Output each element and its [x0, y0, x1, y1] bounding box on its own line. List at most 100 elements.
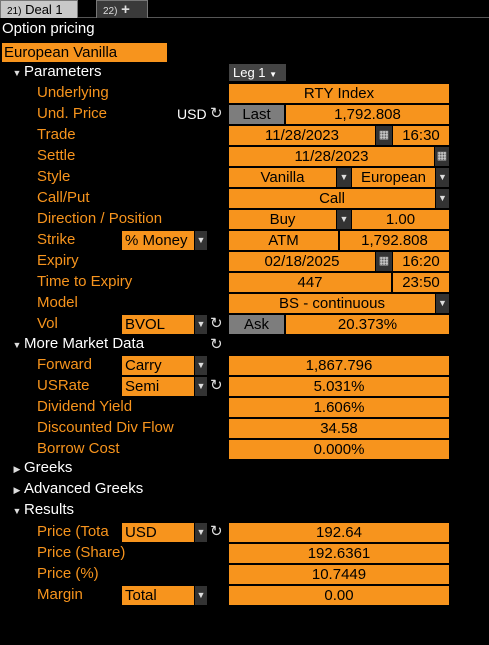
div-flow-label: Discounted Div Flow: [37, 419, 174, 436]
price-share-field[interactable]: 192.6361: [229, 544, 449, 563]
vol-field[interactable]: 20.373%: [286, 315, 449, 334]
underlying-label: Underlying: [37, 84, 109, 101]
und-price-field[interactable]: 1,792.808: [286, 105, 449, 124]
forward-field[interactable]: 1,867.796: [229, 356, 449, 375]
div-yield-label: Dividend Yield: [37, 398, 133, 415]
tte-time-field[interactable]: 23:50: [393, 273, 449, 292]
price-share-label: Price (Share): [37, 544, 126, 561]
refresh-icon[interactable]: ↻: [210, 105, 223, 122]
collapse-triangle-icon: ▼: [12, 506, 22, 516]
section-label: Advanced Greeks: [24, 480, 144, 497]
tab-number: 22): [103, 6, 118, 17]
tab-deal-1[interactable]: 21) Deal 1: [0, 0, 78, 18]
strike-field[interactable]: 1,792.808: [340, 231, 449, 250]
refresh-icon[interactable]: ↻: [210, 377, 223, 394]
strike-type-field[interactable]: ATM: [229, 231, 338, 250]
tab-label: Deal 1: [25, 2, 63, 17]
tab-add[interactable]: 22) +: [96, 0, 148, 18]
section-parameters[interactable]: ▼ Parameters: [10, 62, 102, 83]
vol-source-dropdown[interactable]: BVOL: [122, 315, 194, 334]
section-greeks[interactable]: ▶ Greeks: [10, 458, 73, 479]
add-icon: +: [121, 1, 130, 18]
section-label: Parameters: [24, 63, 102, 80]
tte-days-field[interactable]: 447: [229, 273, 391, 292]
tte-label: Time to Expiry: [37, 273, 133, 290]
settle-date-field[interactable]: 11/28/2023: [229, 147, 434, 166]
chevron-down-icon[interactable]: ▼: [435, 168, 449, 187]
strategy-selector[interactable]: European Vanilla: [2, 43, 167, 62]
callput-label: Call/Put: [37, 189, 90, 206]
chevron-down-icon[interactable]: ▼: [336, 168, 351, 187]
style-label: Style: [37, 168, 71, 185]
margin-field[interactable]: 0.00: [229, 586, 449, 605]
price-pct-field[interactable]: 10.7449: [229, 565, 449, 584]
model-label: Model: [37, 294, 78, 311]
style-type-dropdown[interactable]: Vanilla: [229, 168, 336, 187]
currency-label: USD: [177, 106, 207, 122]
refresh-icon[interactable]: ↻: [210, 315, 223, 332]
margin-label: Margin: [37, 586, 83, 603]
underlying-field[interactable]: RTY Index: [229, 84, 449, 103]
trade-date-field[interactable]: 11/28/2023: [229, 126, 375, 145]
section-label: Results: [24, 501, 75, 518]
chevron-down-icon[interactable]: ▼: [194, 523, 207, 542]
section-label: Greeks: [24, 459, 73, 476]
forward-label: Forward: [37, 356, 93, 373]
refresh-icon[interactable]: ↻: [210, 523, 223, 540]
strike-label: Strike: [37, 231, 76, 248]
chevron-down-icon[interactable]: ▼: [194, 315, 207, 334]
price-total-label: Price (Tota: [37, 523, 109, 540]
expand-triangle-icon: ▶: [13, 464, 21, 474]
model-dropdown[interactable]: BS - continuous: [229, 294, 435, 313]
calendar-icon[interactable]: ▦: [434, 147, 449, 166]
price-pct-label: Price (%): [37, 565, 99, 582]
chevron-down-icon[interactable]: ▼: [435, 189, 449, 208]
forward-mode-dropdown[interactable]: Carry: [122, 356, 194, 375]
borrow-label: Borrow Cost: [37, 440, 120, 457]
leg-label: Leg 1: [233, 65, 266, 80]
expiry-time-field[interactable]: 16:20: [393, 252, 449, 271]
div-yield-field[interactable]: 1.606%: [229, 398, 449, 417]
settle-label: Settle: [37, 147, 76, 164]
direction-dropdown[interactable]: Buy: [229, 210, 336, 229]
leg-dropdown[interactable]: Leg 1 ▼: [229, 64, 286, 81]
vol-side-button[interactable]: Ask: [229, 315, 284, 334]
section-more-market-data[interactable]: ▼ More Market Data: [10, 334, 145, 355]
chevron-down-icon[interactable]: ▼: [194, 377, 207, 396]
chevron-down-icon[interactable]: ▼: [194, 231, 207, 250]
calendar-icon[interactable]: ▦: [375, 252, 392, 271]
section-label: More Market Data: [24, 335, 145, 352]
rate-field[interactable]: 5.031%: [229, 377, 449, 396]
style-exercise-dropdown[interactable]: European: [352, 168, 435, 187]
price-ccy-dropdown[interactable]: USD: [122, 523, 194, 542]
vol-label: Vol: [37, 315, 58, 332]
position-field[interactable]: 1.00: [352, 210, 449, 229]
callput-dropdown[interactable]: Call: [229, 189, 435, 208]
strike-mode-dropdown[interactable]: % Money: [122, 231, 194, 250]
margin-mode-dropdown[interactable]: Total: [122, 586, 194, 605]
rate-label: USRate: [37, 377, 90, 394]
trade-time-field[interactable]: 16:30: [393, 126, 449, 145]
chevron-down-icon[interactable]: ▼: [336, 210, 351, 229]
chevron-down-icon[interactable]: ▼: [435, 294, 449, 313]
calendar-icon[interactable]: ▦: [375, 126, 392, 145]
collapse-triangle-icon: ▼: [12, 340, 22, 350]
collapse-triangle-icon: ▼: [12, 68, 22, 78]
expand-triangle-icon: ▶: [13, 485, 21, 495]
price-total-field[interactable]: 192.64: [229, 523, 449, 542]
page-title: Option pricing: [2, 20, 95, 37]
div-flow-field[interactable]: 34.58: [229, 419, 449, 438]
expiry-label: Expiry: [37, 252, 79, 269]
tab-number: 21): [7, 6, 22, 17]
trade-label: Trade: [37, 126, 76, 143]
chevron-down-icon: ▼: [269, 70, 278, 79]
borrow-field[interactable]: 0.000%: [229, 440, 449, 459]
section-advanced-greeks[interactable]: ▶ Advanced Greeks: [10, 479, 144, 500]
price-source-button[interactable]: Last: [229, 105, 284, 124]
expiry-date-field[interactable]: 02/18/2025: [229, 252, 375, 271]
section-results[interactable]: ▼ Results: [10, 500, 75, 521]
chevron-down-icon[interactable]: ▼: [194, 356, 207, 375]
rate-mode-dropdown[interactable]: Semi: [122, 377, 194, 396]
chevron-down-icon[interactable]: ▼: [194, 586, 207, 605]
refresh-icon[interactable]: ↻: [210, 336, 223, 353]
